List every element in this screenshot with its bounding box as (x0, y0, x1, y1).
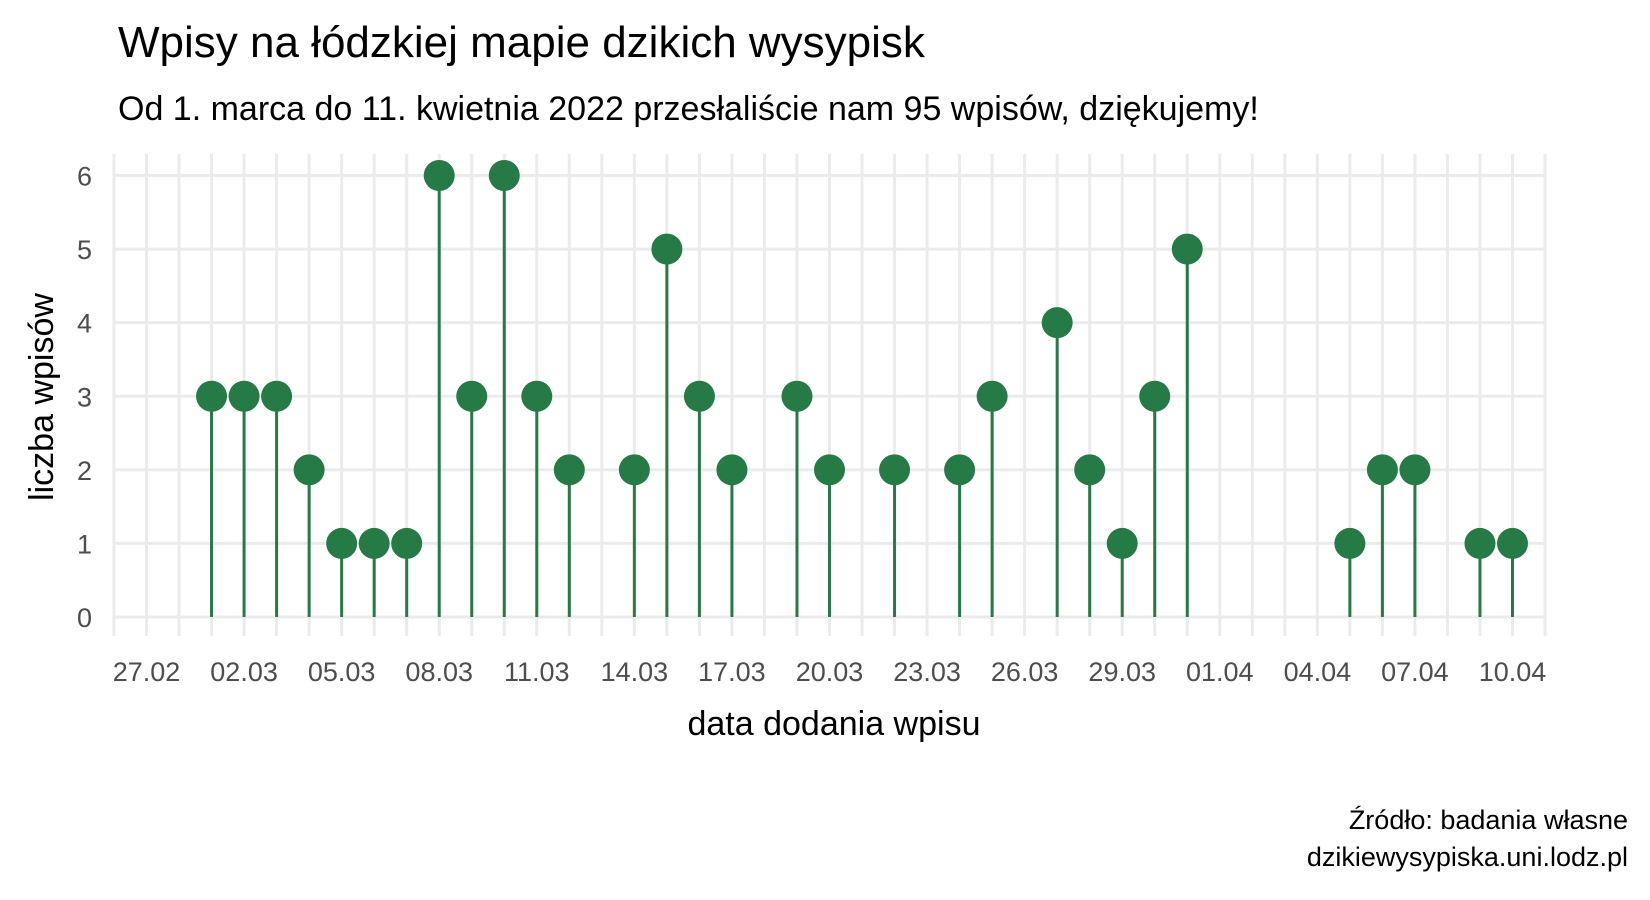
data-point (196, 380, 228, 412)
chart-title: Wpisy na łódzkiej mapie dzikich wysypisk (118, 18, 925, 67)
source-caption: Źródło: badania własne (1348, 805, 1628, 835)
data-point (326, 527, 358, 559)
url-caption: dzikiewysypiska.uni.lodz.pl (1306, 842, 1628, 872)
data-point (944, 454, 976, 486)
data-point (1334, 527, 1366, 559)
x-tick-labels: 27.02 02.03 05.03 08.03 11.03 14.03 17.03 20.03… (113, 657, 1547, 687)
data-point (456, 380, 488, 412)
data-point (683, 380, 715, 412)
data-point (423, 160, 455, 191)
y-tick-labels: 0 1 2 3 4 5 6 (77, 162, 92, 634)
chart-subtitle: Od 1. marca do 11. kwietnia 2022 przesła… (118, 90, 1259, 128)
data-point (1074, 454, 1106, 486)
x-tick-label: 04.04 (1284, 657, 1352, 687)
data-point (261, 380, 293, 412)
stems (210, 175, 1514, 617)
data-point (651, 233, 683, 265)
data-point (1399, 454, 1431, 486)
y-tick-label: 2 (77, 456, 92, 486)
x-tick-label: 17.03 (698, 657, 766, 687)
y-tick-label: 6 (77, 162, 92, 192)
data-point (879, 454, 911, 486)
data-point (618, 454, 650, 486)
points (196, 160, 1528, 559)
data-point (1497, 527, 1528, 559)
x-tick-label: 11.03 (504, 657, 570, 687)
data-point (293, 454, 325, 486)
data-point (814, 454, 845, 486)
x-tick-label: 08.03 (405, 657, 473, 687)
y-axis-title: liczba wpisów (23, 293, 61, 501)
data-point (228, 380, 260, 412)
data-point (391, 527, 423, 559)
x-tick-label: 14.03 (601, 657, 669, 687)
x-tick-label: 20.03 (796, 657, 864, 687)
y-tick-label: 0 (77, 603, 92, 633)
x-tick-label: 01.04 (1186, 657, 1254, 687)
data-point (488, 160, 520, 191)
x-tick-label: 10.04 (1479, 657, 1547, 687)
data-point (1139, 380, 1171, 412)
x-tick-label: 27.02 (113, 657, 181, 687)
x-tick-label: 26.03 (991, 657, 1059, 687)
data-point (1041, 307, 1073, 339)
x-tick-label: 23.03 (893, 657, 961, 687)
y-tick-label: 5 (77, 235, 92, 265)
data-point (976, 380, 1008, 412)
x-axis-title: data dodania wpisu (687, 705, 980, 743)
data-point (1106, 527, 1138, 559)
data-point (553, 454, 585, 486)
y-tick-label: 3 (77, 382, 92, 412)
data-point (1464, 527, 1496, 559)
data-point (716, 454, 748, 486)
y-tick-label: 4 (77, 309, 92, 339)
x-tick-label: 02.03 (210, 657, 278, 687)
data-point (358, 527, 390, 559)
data-point (1171, 233, 1203, 265)
x-tick-label: 29.03 (1088, 657, 1156, 687)
x-tick-label: 07.04 (1381, 657, 1449, 687)
data-point (1366, 454, 1398, 486)
data-point (521, 380, 553, 412)
y-tick-label: 1 (77, 529, 92, 559)
data-point (781, 380, 813, 412)
x-tick-label: 05.03 (308, 657, 376, 687)
